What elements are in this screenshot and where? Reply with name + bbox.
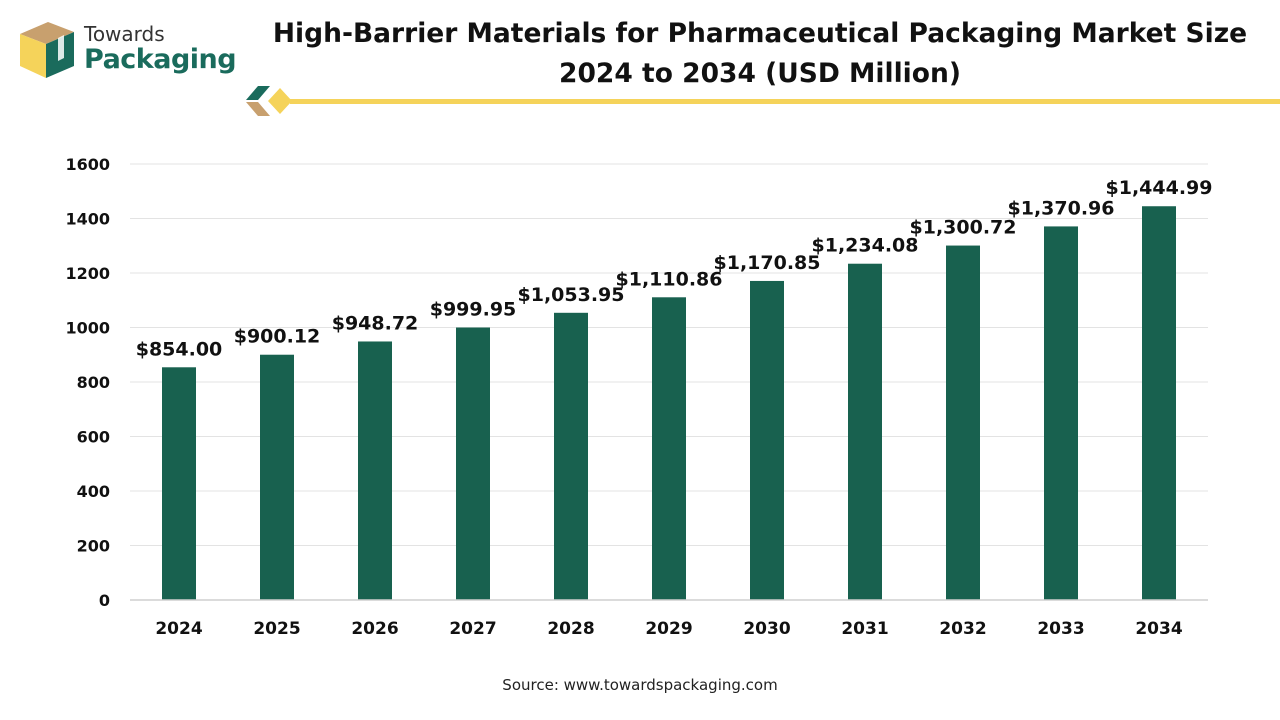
logo-text-packaging: Packaging [84, 44, 237, 75]
data-label-2026: $948.72 [332, 312, 419, 334]
y-tick-label: 200 [77, 537, 110, 556]
box-logo-icon [20, 22, 74, 78]
data-labels: $854.00$900.12$948.72$999.95$1,053.95$1,… [136, 177, 1213, 360]
x-tick-label-2027: 2027 [449, 619, 496, 639]
data-label-2032: $1,300.72 [910, 217, 1017, 239]
bar-2024 [162, 367, 196, 600]
x-tick-label-2033: 2033 [1037, 619, 1084, 639]
bar-2026 [358, 341, 392, 600]
bar-2033 [1044, 226, 1078, 601]
title-underline-decoration [246, 86, 1280, 116]
data-label-2025: $900.12 [234, 326, 321, 348]
x-tick-label-2026: 2026 [351, 619, 398, 639]
bar-2032 [946, 245, 980, 600]
x-tick-label-2024: 2024 [155, 619, 202, 639]
data-label-2028: $1,053.95 [518, 284, 625, 306]
data-label-2034: $1,444.99 [1106, 177, 1213, 199]
data-label-2030: $1,170.85 [714, 252, 821, 274]
bar-2030 [750, 280, 784, 600]
data-label-2027: $999.95 [430, 299, 517, 321]
y-tick-label: 1400 [65, 210, 110, 229]
chart-title-line-2: 2024 to 2034 (USD Million) [559, 58, 961, 89]
x-tick-label-2029: 2029 [645, 619, 692, 639]
data-label-2029: $1,110.86 [616, 268, 723, 290]
data-label-2031: $1,234.08 [812, 235, 919, 257]
chart-title: High-Barrier Materials for Pharmaceutica… [260, 14, 1260, 94]
deco-teal-diamond-icon [246, 86, 270, 100]
x-axis-ticks: 2024 2025 2026 2027 2028 2029 2030 2031 2032 2033… [155, 619, 1182, 639]
bar-2034 [1142, 206, 1176, 600]
deco-gold-line [290, 99, 1280, 104]
bar-2027 [456, 327, 490, 600]
y-axis-ticks: 0 200 400 600 800 1000 1200 1400 1600 [65, 155, 110, 610]
bar-2028 [554, 312, 588, 600]
data-label-2024: $854.00 [136, 338, 223, 360]
x-tick-label-2031: 2031 [841, 619, 888, 639]
x-tick-label-2028: 2028 [547, 619, 594, 639]
deco-gold-diamond-icon [268, 88, 292, 114]
data-label-2033: $1,370.96 [1008, 197, 1115, 219]
y-tick-label: 800 [77, 373, 110, 392]
y-tick-label: 600 [77, 428, 110, 447]
chart-title-line-1: High-Barrier Materials for Pharmaceutica… [272, 18, 1248, 49]
x-tick-label-2032: 2032 [939, 619, 986, 639]
x-tick-label-2030: 2030 [743, 619, 790, 639]
brand-logo: Towards Packaging [18, 20, 258, 84]
x-tick-label-2034: 2034 [1135, 619, 1182, 639]
y-tick-label: 0 [99, 591, 110, 610]
x-tick-label-2025: 2025 [253, 619, 300, 639]
logo-text-towards: Towards [84, 22, 165, 46]
bar-2031 [848, 263, 882, 600]
source-note: Source: www.towardspackaging.com [502, 676, 778, 694]
y-tick-label: 1600 [65, 155, 110, 174]
y-tick-label: 1000 [65, 319, 110, 338]
bars [162, 206, 1176, 601]
y-tick-label: 400 [77, 482, 110, 501]
deco-tan-diamond-icon [246, 102, 270, 116]
y-tick-label: 1200 [65, 264, 110, 283]
bar-2029 [652, 297, 686, 600]
bar-2025 [260, 354, 294, 600]
